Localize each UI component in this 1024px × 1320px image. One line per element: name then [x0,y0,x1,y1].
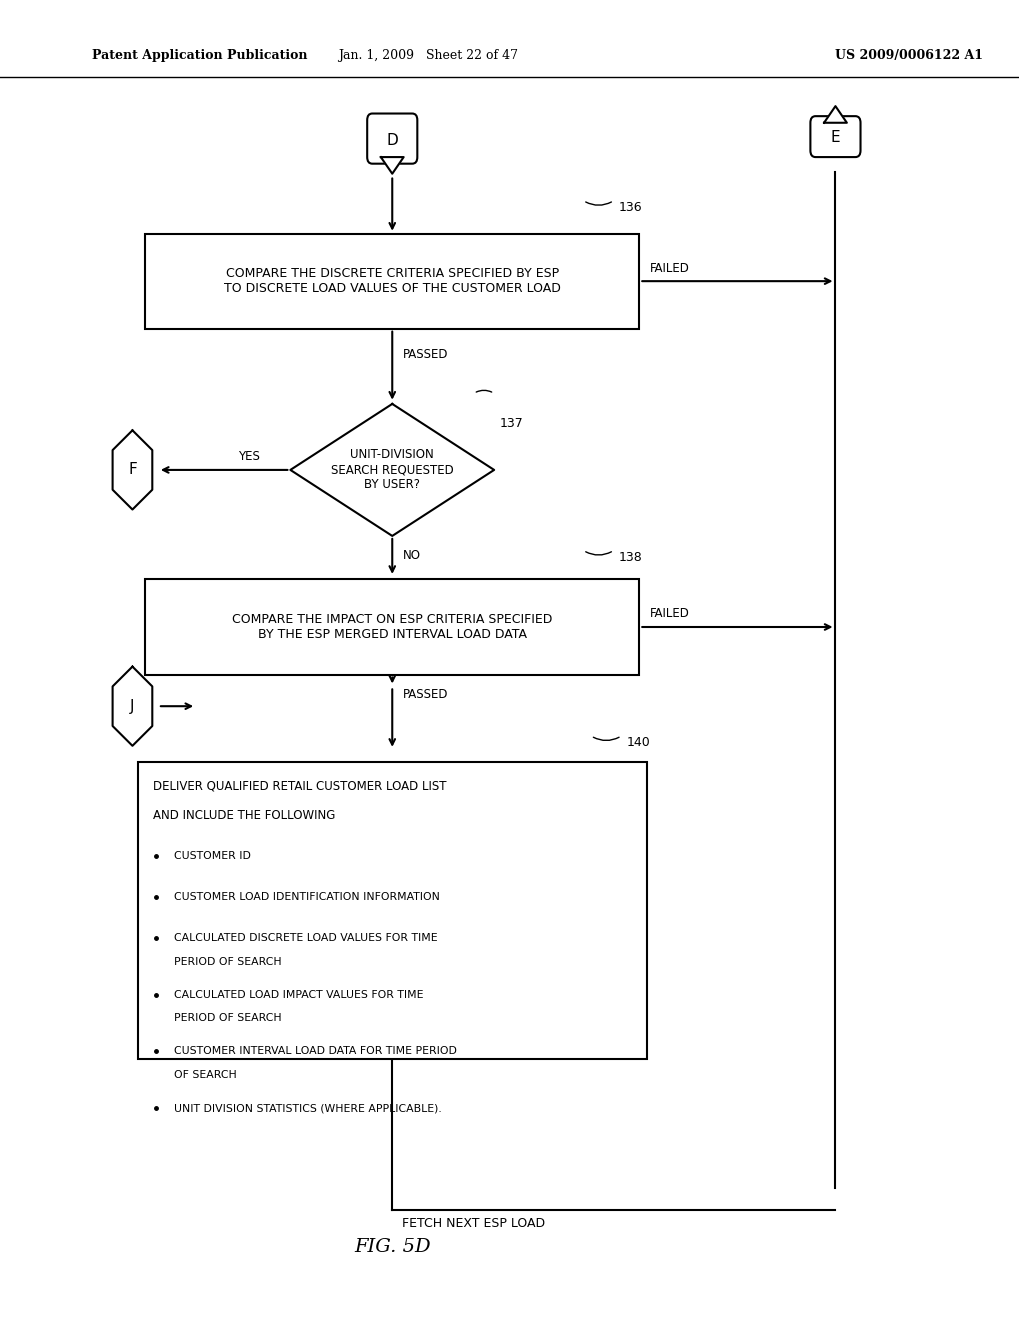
Text: CALCULATED LOAD IMPACT VALUES FOR TIME: CALCULATED LOAD IMPACT VALUES FOR TIME [174,990,424,999]
Text: 136: 136 [618,201,643,214]
Text: AND INCLUDE THE FOLLOWING: AND INCLUDE THE FOLLOWING [153,809,335,821]
Text: PASSED: PASSED [402,348,447,362]
Text: COMPARE THE IMPACT ON ESP CRITERIA SPECIFIED
BY THE ESP MERGED INTERVAL LOAD DAT: COMPARE THE IMPACT ON ESP CRITERIA SPECI… [232,612,552,642]
Text: J: J [130,698,135,714]
Text: OF SEARCH: OF SEARCH [174,1071,237,1080]
Text: FAILED: FAILED [649,261,689,275]
Text: UNIT-DIVISION
SEARCH REQUESTED
BY USER?: UNIT-DIVISION SEARCH REQUESTED BY USER? [331,449,454,491]
Text: CUSTOMER LOAD IDENTIFICATION INFORMATION: CUSTOMER LOAD IDENTIFICATION INFORMATION [174,892,440,902]
Text: F: F [128,462,137,478]
Text: D: D [386,133,398,148]
FancyBboxPatch shape [368,114,418,164]
Text: UNIT DIVISION STATISTICS (WHERE APPLICABLE).: UNIT DIVISION STATISTICS (WHERE APPLICAB… [174,1104,442,1113]
Text: DELIVER QUALIFIED RETAIL CUSTOMER LOAD LIST: DELIVER QUALIFIED RETAIL CUSTOMER LOAD L… [153,780,446,792]
Polygon shape [824,106,847,123]
Text: FIG. 5D: FIG. 5D [354,1238,430,1257]
Text: PERIOD OF SEARCH: PERIOD OF SEARCH [174,957,282,966]
FancyBboxPatch shape [137,763,647,1059]
Text: 137: 137 [500,417,523,430]
Text: NO: NO [402,549,421,562]
Text: E: E [830,131,841,145]
Text: PASSED: PASSED [402,688,447,701]
Text: Patent Application Publication: Patent Application Publication [92,49,307,62]
Polygon shape [381,157,403,174]
FancyBboxPatch shape [145,234,639,329]
Text: FETCH NEXT ESP LOAD: FETCH NEXT ESP LOAD [402,1217,546,1230]
Text: CUSTOMER ID: CUSTOMER ID [174,851,251,861]
Text: CALCULATED DISCRETE LOAD VALUES FOR TIME: CALCULATED DISCRETE LOAD VALUES FOR TIME [174,933,438,942]
Polygon shape [113,430,153,510]
FancyBboxPatch shape [145,579,639,675]
Text: 140: 140 [627,737,650,750]
FancyBboxPatch shape [810,116,860,157]
Text: YES: YES [238,450,260,463]
Text: FAILED: FAILED [649,607,689,620]
Polygon shape [291,404,495,536]
Text: 138: 138 [618,550,643,564]
Text: US 2009/0006122 A1: US 2009/0006122 A1 [836,49,983,62]
Polygon shape [113,667,153,746]
Text: PERIOD OF SEARCH: PERIOD OF SEARCH [174,1014,282,1023]
Text: COMPARE THE DISCRETE CRITERIA SPECIFIED BY ESP
TO DISCRETE LOAD VALUES OF THE CU: COMPARE THE DISCRETE CRITERIA SPECIFIED … [224,267,561,296]
Text: CUSTOMER INTERVAL LOAD DATA FOR TIME PERIOD: CUSTOMER INTERVAL LOAD DATA FOR TIME PER… [174,1047,457,1056]
Text: Jan. 1, 2009   Sheet 22 of 47: Jan. 1, 2009 Sheet 22 of 47 [338,49,518,62]
